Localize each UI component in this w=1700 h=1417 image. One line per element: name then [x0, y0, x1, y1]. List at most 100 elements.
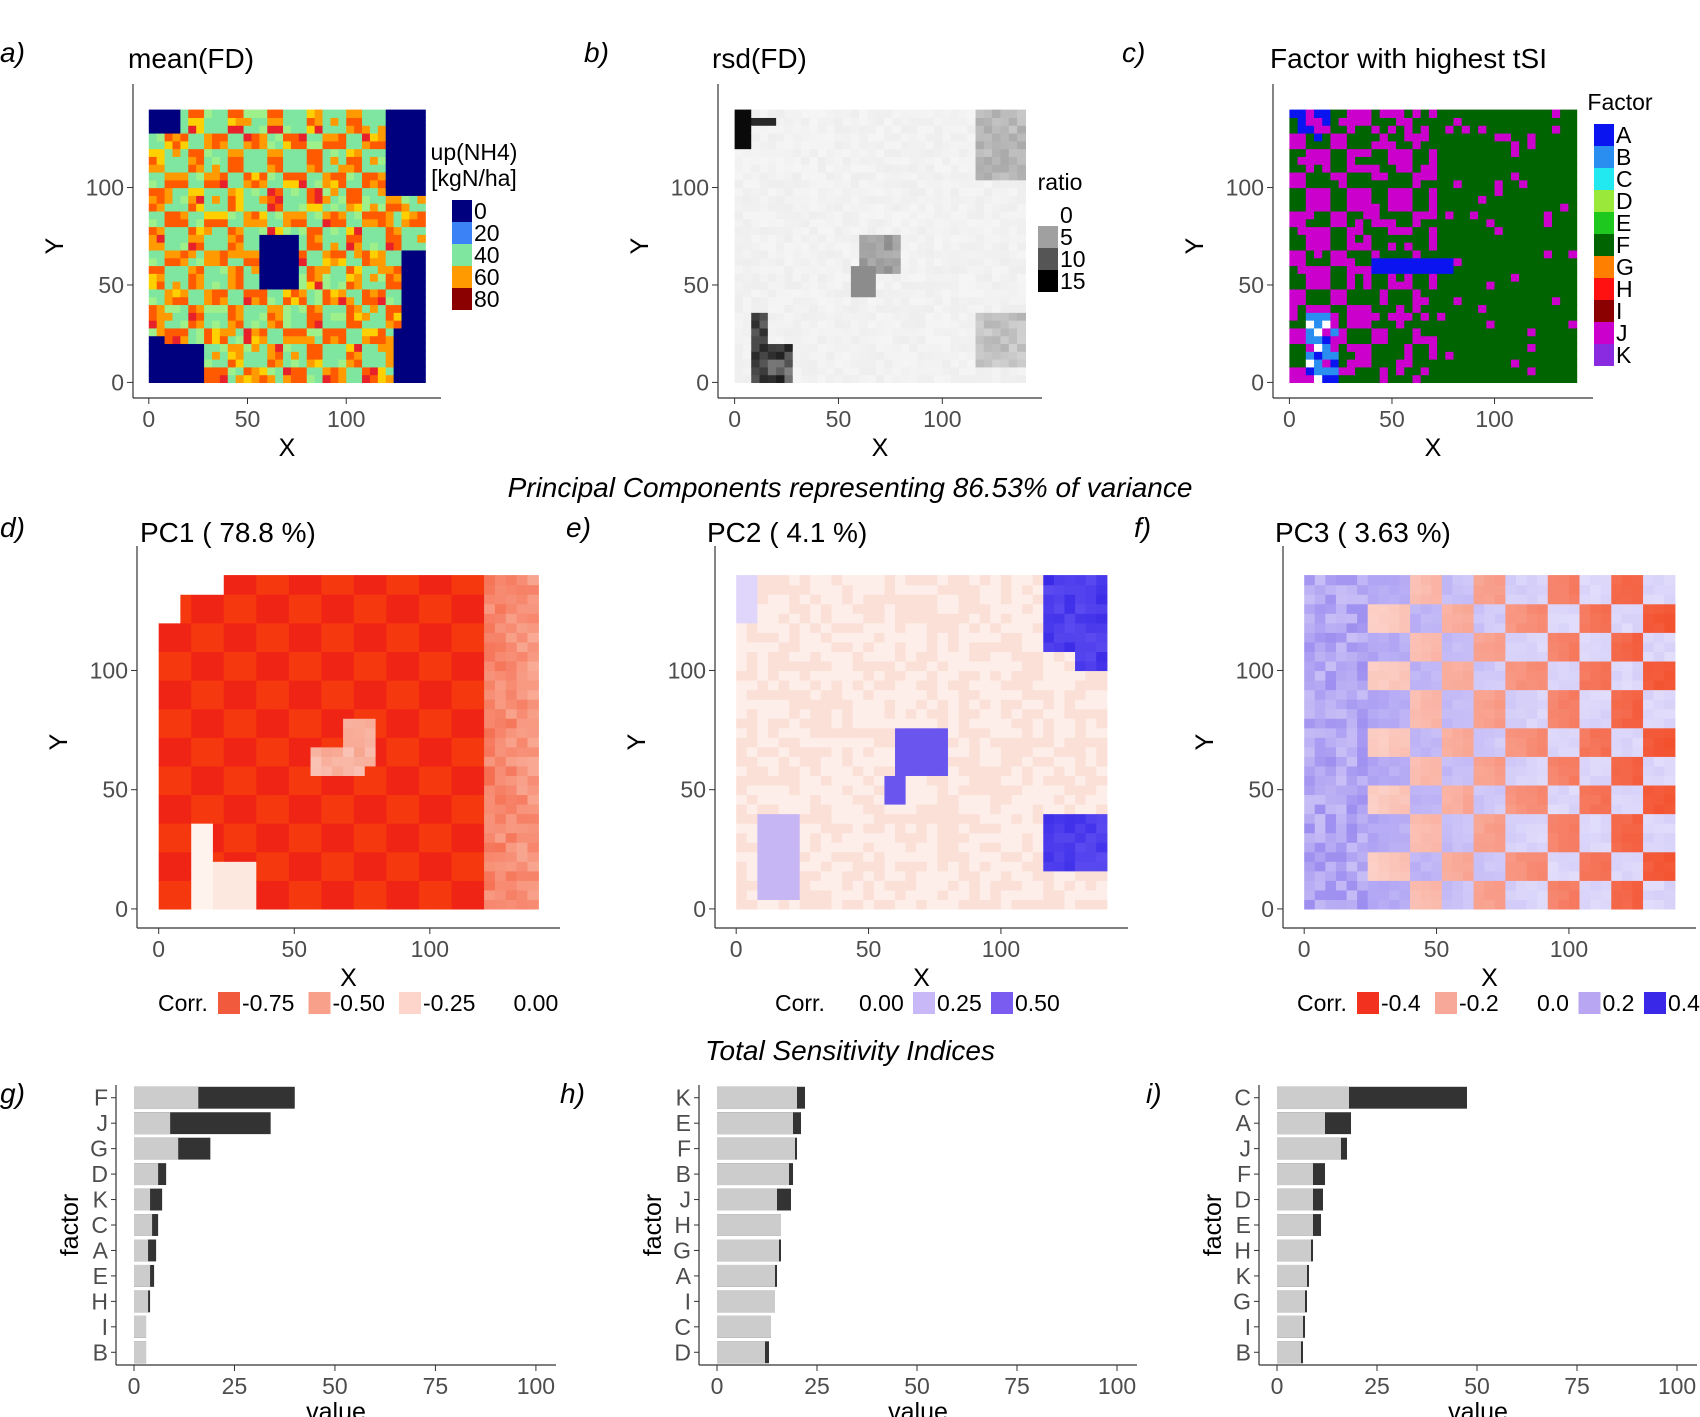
heatmap-cell	[917, 257, 927, 267]
heatmap-cell	[826, 164, 835, 173]
heatmap-cell	[817, 296, 827, 306]
heatmap-cell	[1297, 296, 1307, 306]
heatmap-cell	[1519, 320, 1528, 329]
heatmap-cell	[1322, 335, 1332, 345]
heatmap-cell	[1453, 210, 1463, 220]
heatmap-cell	[1017, 210, 1026, 220]
heatmap-cell	[734, 109, 744, 118]
heatmap-cell	[256, 708, 268, 719]
heatmap-cell	[950, 132, 960, 142]
heatmap-cell	[202, 632, 214, 643]
heatmap-cell	[967, 343, 977, 352]
heatmap-cell	[314, 351, 324, 360]
heatmap-cell	[156, 366, 166, 376]
heatmap-cell	[850, 296, 860, 306]
heatmap-cell	[975, 132, 985, 142]
heatmap-cell	[1453, 117, 1463, 126]
heatmap-cell	[1346, 164, 1356, 173]
heatmap-cell	[353, 794, 366, 805]
heatmap-cell	[375, 680, 388, 691]
heatmap-cell	[386, 670, 398, 681]
heatmap-cell	[353, 756, 366, 767]
heatmap-cell	[942, 265, 952, 274]
heatmap-cell	[321, 632, 333, 643]
heatmap-cell	[386, 708, 398, 719]
heatmap-cell	[385, 218, 395, 228]
heatmap-cell	[234, 718, 247, 729]
heatmap-cell	[462, 680, 474, 691]
heatmap-cell	[314, 171, 324, 181]
heatmap-cell	[212, 670, 225, 681]
heatmap-cell	[223, 842, 236, 853]
heatmap-cell	[1486, 242, 1496, 251]
heatmap-cell	[310, 870, 322, 881]
heatmap-cell	[1371, 312, 1381, 321]
heatmap-cell	[353, 718, 366, 729]
heatmap-cell	[1560, 320, 1569, 329]
heatmap-cell	[834, 164, 844, 173]
heatmap-cell	[1535, 242, 1545, 251]
heatmap-cell	[451, 861, 463, 872]
heatmap-cell	[473, 641, 485, 652]
heatmap-cell	[227, 164, 237, 173]
heatmap-cell	[310, 670, 322, 681]
heatmap-cell	[1355, 265, 1364, 274]
heatmap-cell	[172, 226, 181, 235]
heatmap-cell	[306, 359, 316, 368]
heatmap-cell	[353, 746, 366, 757]
heatmap-cell	[462, 651, 474, 662]
heatmap-cell	[251, 203, 260, 212]
heatmap-cell	[767, 234, 777, 243]
heatmap-cell	[1510, 312, 1520, 321]
heatmap-cell	[419, 784, 431, 796]
heatmap-cell	[346, 366, 355, 376]
heatmap-cell	[401, 203, 411, 212]
heatmap-cell	[322, 148, 332, 157]
heatmap-cell	[462, 880, 474, 891]
heatmap-cell	[364, 804, 377, 815]
heatmap-cell	[1387, 148, 1397, 157]
heatmap-cell	[451, 765, 463, 776]
heatmap-cell	[408, 670, 420, 681]
heatmap-cell	[967, 132, 977, 142]
heatmap-cell	[353, 889, 366, 900]
heatmap-cell	[1346, 171, 1356, 181]
x-tick-label: 0	[142, 406, 155, 432]
heatmap-cell	[343, 746, 355, 757]
heatmap-cell	[473, 851, 485, 862]
heatmap-cell	[364, 794, 377, 805]
heatmap-cell	[494, 842, 507, 853]
heatmap-cell	[346, 242, 355, 251]
heatmap-cell	[751, 273, 761, 282]
heatmap-cell	[958, 296, 968, 306]
heatmap-cell	[892, 249, 902, 259]
heatmap-cell	[417, 226, 426, 235]
heatmap-cell	[867, 366, 877, 376]
heatmap-cell	[1428, 156, 1438, 165]
heatmap-cell	[1437, 132, 1446, 142]
heatmap-cell	[850, 132, 860, 142]
heatmap-cell	[1527, 327, 1537, 337]
heatmap-cell	[397, 756, 409, 767]
heatmap-cell	[1527, 171, 1537, 181]
heatmap-cell	[1355, 171, 1364, 181]
heatmap-cell	[306, 210, 316, 220]
heatmap-cell	[527, 899, 539, 910]
heatmap-cell	[1314, 109, 1323, 118]
heatmap-cell	[172, 156, 181, 165]
heatmap-cell	[417, 117, 426, 126]
heatmap-cell	[950, 296, 960, 306]
heatmap-cell	[321, 784, 333, 796]
heatmap-cell	[801, 156, 810, 165]
heatmap-cell	[251, 273, 260, 282]
heatmap-cell	[1338, 312, 1348, 321]
heatmap-cell	[1502, 156, 1512, 165]
heatmap-cell	[369, 374, 379, 384]
heatmap-cell	[484, 651, 496, 662]
heatmap-cell	[1314, 304, 1323, 313]
heatmap-cell	[1478, 257, 1487, 267]
heatmap-cell	[451, 708, 463, 719]
heatmap-cell	[967, 109, 977, 118]
heatmap-cell	[1387, 320, 1397, 329]
heatmap-cell	[1379, 366, 1389, 376]
